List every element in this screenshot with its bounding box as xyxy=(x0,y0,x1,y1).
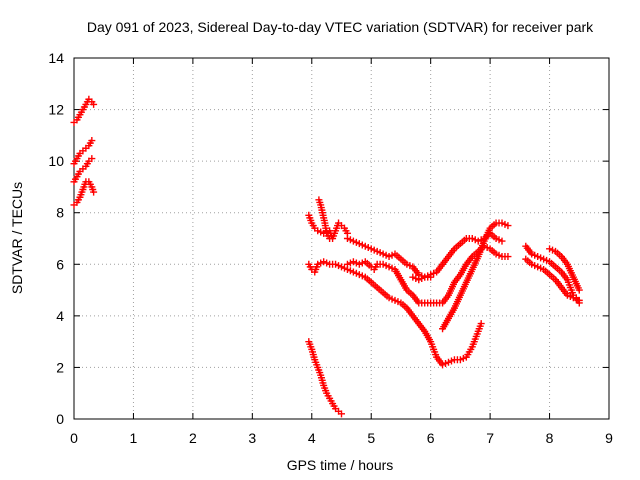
x-tick-label: 8 xyxy=(546,430,554,446)
data-point xyxy=(427,273,435,281)
y-axis-label: SDTVAR / TECUs xyxy=(9,182,25,294)
data-points xyxy=(70,95,583,418)
y-tick-label: 10 xyxy=(48,153,64,169)
y-tick-label: 12 xyxy=(48,102,64,118)
series-arc-3 xyxy=(70,155,96,186)
y-tick-label: 2 xyxy=(56,359,64,375)
x-tick-labels: 0 1 2 3 4 5 6 7 8 9 xyxy=(70,430,613,446)
series-arc-7 xyxy=(305,258,485,369)
data-point xyxy=(575,286,583,294)
series-arc-1 xyxy=(70,95,98,126)
series-arc-10 xyxy=(343,229,506,281)
x-tick-label: 4 xyxy=(308,430,316,446)
series-arc-14 xyxy=(522,255,583,304)
series-arc-2 xyxy=(70,137,96,168)
grid xyxy=(74,58,609,419)
x-tick-label: 5 xyxy=(367,430,375,446)
data-point xyxy=(326,235,334,242)
data-point xyxy=(504,222,512,230)
data-point xyxy=(88,155,96,163)
chart-title: Day 091 of 2023, Sidereal Day-to-day VTE… xyxy=(87,19,594,35)
data-point xyxy=(90,100,98,108)
x-tick-label: 7 xyxy=(486,430,494,446)
data-point xyxy=(504,253,512,261)
plot-frame xyxy=(73,57,610,420)
y-tick-label: 4 xyxy=(56,308,64,324)
data-point xyxy=(88,137,96,145)
x-tick-label: 2 xyxy=(189,430,197,446)
x-tick-label: 9 xyxy=(605,430,613,446)
data-point xyxy=(575,296,583,304)
x-tick-label: 0 xyxy=(70,430,78,446)
y-tick-label: 0 xyxy=(56,411,64,427)
data-point xyxy=(477,320,485,328)
series-arc-5 xyxy=(305,211,351,242)
y-tick-labels: 0 2 4 6 8 10 12 14 xyxy=(48,50,64,427)
series-arc-13 xyxy=(522,242,583,307)
y-tick-label: 8 xyxy=(56,205,64,221)
series-arc-4 xyxy=(70,178,98,209)
data-point xyxy=(90,188,98,196)
y-tick-label: 6 xyxy=(56,256,64,272)
series-arc-8 xyxy=(305,338,345,418)
y-tick-label: 14 xyxy=(48,50,64,66)
x-tick-label: 1 xyxy=(130,430,138,446)
x-tick-label: 3 xyxy=(248,430,256,446)
axis-ticks xyxy=(73,57,610,420)
x-axis-label: GPS time / hours xyxy=(287,457,394,473)
x-tick-label: 6 xyxy=(427,430,435,446)
series-arc-12 xyxy=(409,273,435,284)
data-point xyxy=(338,410,345,418)
series-arc-6 xyxy=(315,196,334,242)
series-arc-15 xyxy=(546,245,583,294)
series-arc-11 xyxy=(439,219,512,333)
data-point xyxy=(498,237,506,245)
series-arc-9 xyxy=(343,242,512,307)
